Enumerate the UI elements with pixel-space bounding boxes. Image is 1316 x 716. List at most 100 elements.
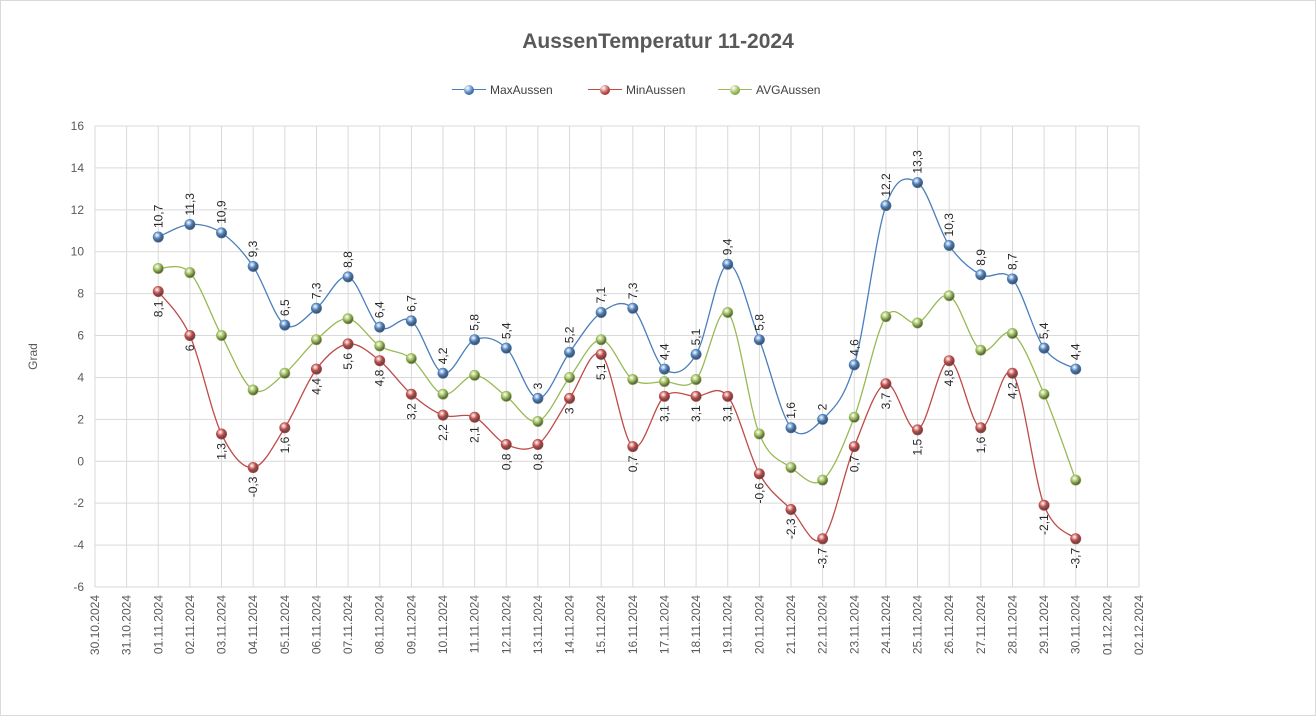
data-label-minaussen: -3,7 <box>1069 547 1083 568</box>
data-label-minaussen: 3,1 <box>657 405 671 422</box>
series-line-maxaussen <box>158 178 1077 435</box>
point-maxaussen <box>247 260 259 272</box>
data-label-minaussen: 4,2 <box>1005 382 1019 399</box>
data-label-maxaussen: 10,9 <box>215 200 229 224</box>
point-avgaussen <box>216 330 228 342</box>
x-tick-label: 26.11.2024 <box>942 595 956 654</box>
data-label-minaussen: 5,1 <box>594 363 608 380</box>
point-maxaussen <box>184 218 196 230</box>
point-minaussen <box>595 348 607 360</box>
x-tick-label: 30.10.2024 <box>88 595 102 655</box>
point-avgaussen <box>912 317 924 329</box>
point-minaussen <box>500 439 512 451</box>
data-label-maxaussen: 2 <box>816 403 830 410</box>
point-maxaussen <box>437 367 449 379</box>
data-label-minaussen: 4,8 <box>942 369 956 386</box>
data-label-minaussen: 1,6 <box>974 436 988 453</box>
point-avgaussen <box>817 474 829 486</box>
data-label-minaussen: 1,6 <box>278 436 292 453</box>
point-avgaussen <box>785 462 797 474</box>
data-label-maxaussen: 8,7 <box>1005 253 1019 270</box>
x-tick-label: 21.11.2024 <box>784 595 798 654</box>
point-avgaussen <box>627 374 639 386</box>
point-minaussen <box>437 409 449 421</box>
data-label-maxaussen: 5,1 <box>689 328 703 345</box>
legend-label-avgaussen: AVGAussen <box>756 83 821 97</box>
point-avgaussen <box>1038 388 1050 400</box>
point-maxaussen <box>753 334 765 346</box>
point-avgaussen <box>848 411 860 423</box>
point-minaussen <box>943 355 955 367</box>
point-minaussen <box>1006 367 1018 379</box>
data-label-maxaussen: 10,3 <box>942 213 956 237</box>
data-label-maxaussen: 5,4 <box>1037 322 1051 339</box>
data-label-minaussen: -3,7 <box>816 547 830 568</box>
x-tick-label: 28.11.2024 <box>1005 595 1019 654</box>
data-label-minaussen: 2,1 <box>468 426 482 443</box>
legend-entry-minaussen: MinAussen <box>588 80 685 100</box>
point-maxaussen <box>690 348 702 360</box>
point-minaussen <box>247 462 259 474</box>
legend-marker-avgaussen <box>718 80 752 100</box>
data-label-maxaussen: 4,2 <box>436 347 450 364</box>
point-avgaussen <box>437 388 449 400</box>
point-minaussen <box>184 330 196 342</box>
point-avgaussen <box>247 384 259 396</box>
y-tick-label: 4 <box>77 370 84 384</box>
data-label-minaussen: 6 <box>183 344 197 351</box>
x-tick-label: 20.11.2024 <box>752 595 766 654</box>
x-tick-label: 24.11.2024 <box>879 595 893 654</box>
point-minaussen <box>564 392 576 404</box>
data-label-maxaussen: 1,6 <box>784 402 798 419</box>
x-tick-label: 05.11.2024 <box>278 595 292 654</box>
x-tick-label: 22.11.2024 <box>816 595 830 654</box>
data-label-maxaussen: 5,8 <box>752 314 766 331</box>
point-avgaussen <box>1070 474 1082 486</box>
point-maxaussen <box>310 302 322 314</box>
point-maxaussen <box>1070 363 1082 375</box>
point-avgaussen <box>753 428 765 440</box>
y-tick-label: -4 <box>73 538 84 552</box>
data-label-minaussen: 0,8 <box>499 453 513 470</box>
x-tick-label: 12.11.2024 <box>499 595 513 654</box>
point-avgaussen <box>722 306 734 318</box>
point-maxaussen <box>279 319 291 331</box>
point-minaussen <box>722 390 734 402</box>
y-tick-label: 14 <box>71 161 85 175</box>
data-label-minaussen: 8,1 <box>151 300 165 317</box>
data-label-maxaussen: 6,7 <box>404 295 418 312</box>
point-avgaussen <box>690 374 702 386</box>
point-avgaussen <box>152 262 164 274</box>
point-avgaussen <box>342 313 354 325</box>
point-maxaussen <box>595 306 607 318</box>
data-label-maxaussen: 3 <box>531 382 545 389</box>
point-avgaussen <box>1006 327 1018 339</box>
x-tick-label: 27.11.2024 <box>974 595 988 654</box>
point-minaussen <box>912 424 924 436</box>
data-label-minaussen: 3,1 <box>689 405 703 422</box>
x-tick-label: 01.11.2024 <box>151 595 165 654</box>
data-label-maxaussen: 9,3 <box>246 240 260 257</box>
data-label-maxaussen: 9,4 <box>721 238 735 255</box>
data-label-maxaussen: 4,4 <box>1069 343 1083 360</box>
data-label-minaussen: 0,7 <box>626 455 640 472</box>
data-label-maxaussen: 5,4 <box>499 322 513 339</box>
x-tick-label: 02.11.2024 <box>183 595 197 654</box>
point-minaussen <box>753 468 765 480</box>
point-maxaussen <box>532 392 544 404</box>
data-label-maxaussen: 13,3 <box>911 150 925 174</box>
x-tick-label: 09.11.2024 <box>404 595 418 654</box>
point-avgaussen <box>532 415 544 427</box>
legend: MaxAussen MinAussen AVGAussen <box>0 80 1316 100</box>
point-maxaussen <box>912 177 924 189</box>
point-minaussen <box>785 503 797 515</box>
y-tick-label: 10 <box>71 245 85 259</box>
point-maxaussen <box>975 269 987 281</box>
data-label-minaussen: 0,7 <box>847 455 861 472</box>
point-avgaussen <box>310 334 322 346</box>
data-label-maxaussen: 4,6 <box>847 339 861 356</box>
point-minaussen <box>310 363 322 375</box>
data-label-maxaussen: 5,2 <box>563 326 577 343</box>
point-maxaussen <box>817 413 829 425</box>
data-label-maxaussen: 6,5 <box>278 299 292 316</box>
